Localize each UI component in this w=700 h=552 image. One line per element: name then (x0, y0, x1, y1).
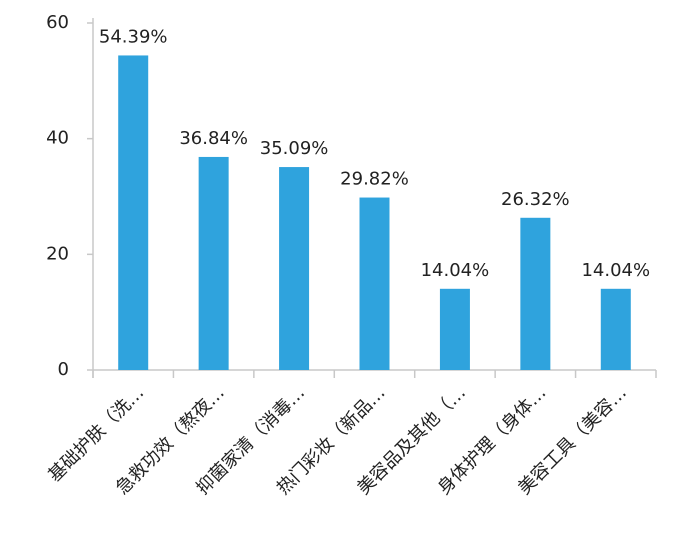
bar (198, 156, 229, 370)
bar (118, 55, 149, 371)
y-tick-label: 40 (46, 128, 69, 149)
y-tick-label: 60 (46, 12, 69, 33)
value-label: 35.09% (260, 138, 329, 159)
bar (359, 197, 390, 370)
value-label: 36.84% (179, 128, 248, 149)
value-label: 14.04% (581, 260, 650, 281)
bar (520, 217, 551, 370)
value-label: 26.32% (501, 189, 570, 210)
value-label: 14.04% (421, 260, 490, 281)
y-tick-label: 0 (58, 359, 69, 380)
value-label: 29.82% (340, 169, 409, 190)
value-label: 54.39% (99, 26, 168, 47)
bar (279, 167, 310, 370)
bar (439, 288, 470, 370)
bar (600, 288, 631, 370)
y-tick-label: 20 (46, 243, 69, 264)
